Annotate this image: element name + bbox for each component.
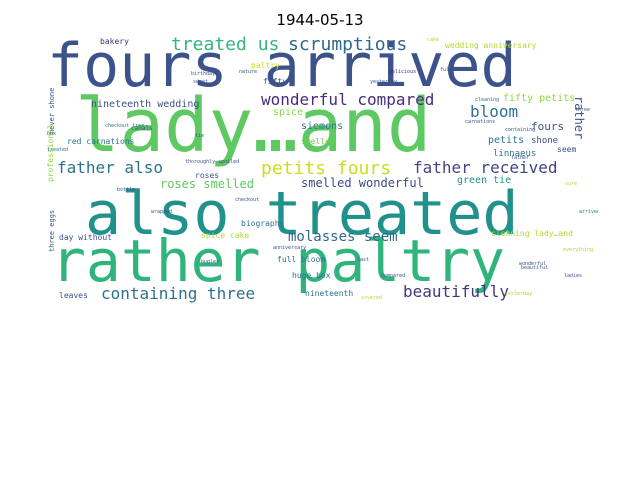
cloud-word: wrapped [151,209,173,215]
cloud-word: siemons [301,121,344,132]
cloud-word: nineteenth [305,289,354,298]
cloud-word: nineteenth wedding [91,99,200,110]
cloud-word: last [357,257,370,263]
cloud-word: everything [563,247,594,253]
cloud-word: father also [57,158,163,177]
chart-title: 1944-05-13 [276,11,364,29]
cloud-word: box [47,131,57,137]
cloud-word: bugler [201,259,220,265]
cloud-word: rather [572,96,586,140]
cloud-word: canals [131,125,153,132]
cloud-word: checkout [235,197,260,203]
cloud-word: treated us [171,34,280,55]
cloud-word: bakery [100,37,129,46]
cloud-word: smelled [301,137,335,146]
cloud-word: cleaning [475,97,500,103]
cloud-word: fifty [263,77,288,86]
cloud-word: carnations [465,119,496,125]
cloud-word: cake [427,37,440,43]
cloud-word: leaves [59,291,88,300]
cloud-word: spice [273,107,304,118]
cloud-word: full [440,67,453,73]
cloud-word: wedding anniversary [445,41,537,50]
cloud-word: yesterday [505,291,533,297]
cloud-word: bottle [117,187,136,193]
cloud-word: birthday [191,71,216,77]
cloud-word: wonderful [519,261,547,267]
cloud-word: wonderful compared [261,90,435,109]
cloud-word: shone [531,136,559,146]
cloud-word: lady…and [75,83,432,169]
cloud-word: treated [47,147,69,153]
cloud-word: molasses seem [288,229,398,245]
cloud-word: thoroughly spoiled [185,159,240,165]
cloud-word: beautifully [403,282,509,301]
cloud-word: delicious [389,69,417,75]
cloud-word: fours arrived [47,34,517,101]
cloud-word: checkout tree [105,123,145,129]
cloud-word: green tie [457,175,512,186]
cloud-word: three eggs [48,209,56,252]
cloud-word: seem [557,145,577,154]
cloud-word: huge box [292,271,331,280]
cloud-word: arrived [579,209,598,215]
cloud-word: nature [239,69,258,75]
cloud-word: day without [59,233,112,242]
cloud-word: tie [195,133,205,139]
cloud-word: roses [195,171,220,180]
cloud-word: bloom [470,102,519,121]
cloud-word: compared [381,273,406,279]
cloud-word: biography [241,219,285,228]
cloud-word: rather paltry [51,227,505,295]
cloud-word: fifty petits [503,93,576,104]
cloud-word: petits [488,135,525,146]
cloud-word: petits fours [261,158,392,179]
cloud-word: father received [413,158,558,177]
cloud-word: sweet [193,79,209,85]
cloud-word: red carnations [67,137,135,146]
cloud-word: containing three [101,284,256,303]
cloud-word: fours [531,120,565,133]
cloud-word: anniversary [273,245,307,251]
cloud-word: beautiful [521,265,549,271]
cloud-word: also treated [85,179,519,249]
cloud-word: scrumptious [288,34,408,55]
cloud-word: sure [565,181,578,187]
word-cloud: fours arrived lady…and also treated rath… [45,34,598,305]
cloud-word: linnaeus [493,149,537,159]
cloud-word: roses smelled [160,177,254,191]
cloud-word: yesterday [370,79,398,85]
cloud-word: containing [505,127,536,133]
cloud-word: three [575,107,591,113]
cloud-word: full bloom [277,255,326,264]
cloud-word: smelled wonderful [301,176,424,190]
cloud-word: father [511,155,530,161]
cloud-word: paltry [251,61,280,70]
cloud-word: ladies [564,273,583,279]
cloud-word: spice cake [201,231,250,240]
cloud-word: covered [361,295,383,301]
cloud-word: cleaning lady…and [491,229,573,238]
